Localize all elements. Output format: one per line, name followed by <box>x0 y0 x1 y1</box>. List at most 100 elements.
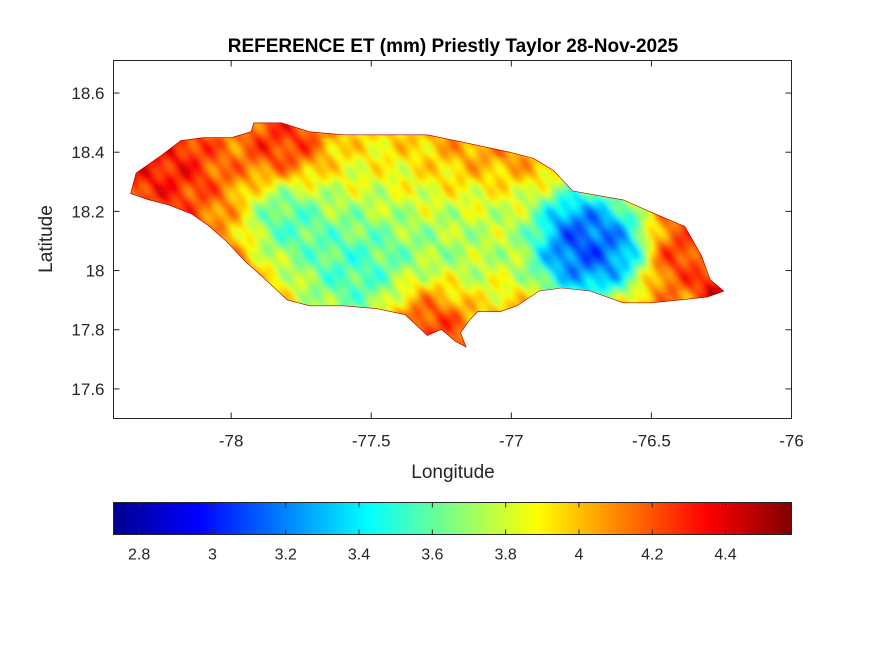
et-cell <box>213 137 217 141</box>
et-cell <box>330 208 335 212</box>
et-cell <box>267 240 271 244</box>
et-cell <box>256 204 261 209</box>
et-cell <box>149 172 153 177</box>
et-cell <box>351 187 355 191</box>
et-cell <box>330 176 335 180</box>
et-cell <box>270 240 274 244</box>
et-cell <box>240 133 244 138</box>
et-cell <box>273 247 278 251</box>
et-cell <box>236 240 241 244</box>
et-cell <box>243 180 248 184</box>
et-cell <box>290 219 295 223</box>
et-cell <box>304 290 308 294</box>
et-cell <box>199 172 204 177</box>
et-cell <box>236 172 241 177</box>
et-cell <box>293 211 298 216</box>
et-cell <box>193 140 197 145</box>
et-cell <box>287 286 291 291</box>
et-cell <box>347 165 352 170</box>
et-cell <box>341 215 345 220</box>
et-cell <box>354 144 358 149</box>
et-cell <box>304 197 308 202</box>
et-cell <box>273 126 278 131</box>
et-cell <box>344 140 348 145</box>
et-cell <box>337 247 342 251</box>
et-cell <box>334 272 338 276</box>
et-cell <box>344 197 348 202</box>
et-cell <box>344 148 348 152</box>
et-cell <box>220 226 224 230</box>
et-cell <box>280 144 285 149</box>
et-cell <box>324 258 328 262</box>
et-cell <box>267 261 271 266</box>
et-cell <box>344 201 348 205</box>
et-cell <box>277 268 281 273</box>
et-cell <box>337 279 342 283</box>
et-cell <box>263 172 268 177</box>
et-cell <box>176 158 180 163</box>
et-cell <box>260 258 264 262</box>
et-cell <box>277 275 281 280</box>
et-cell <box>277 172 281 177</box>
et-cell <box>260 137 264 141</box>
et-cell <box>320 133 325 138</box>
et-cell <box>357 148 362 152</box>
et-cell <box>213 211 217 216</box>
et-cell <box>250 261 254 266</box>
et-cell <box>199 215 204 220</box>
et-cell <box>327 140 332 145</box>
et-cell <box>357 236 362 241</box>
et-cell <box>320 180 325 184</box>
et-cell <box>280 219 285 223</box>
et-cell <box>314 169 318 173</box>
et-cell <box>206 208 211 212</box>
et-cell <box>290 247 295 251</box>
et-cell <box>304 133 308 138</box>
et-cell <box>250 158 254 163</box>
et-cell <box>324 140 328 145</box>
et-cell <box>344 133 348 138</box>
et-cell <box>364 233 369 237</box>
et-cell <box>297 130 301 134</box>
et-cell <box>280 151 285 156</box>
et-cell <box>341 236 345 241</box>
et-cell <box>226 151 231 156</box>
et-cell <box>314 194 318 198</box>
et-cell <box>364 236 369 241</box>
et-cell <box>337 144 342 149</box>
et-cell <box>364 208 369 212</box>
et-cell <box>273 272 278 276</box>
et-cell <box>300 169 305 173</box>
et-cell <box>361 133 365 138</box>
et-cell <box>290 251 295 255</box>
et-cell <box>206 144 211 149</box>
et-cell <box>367 297 372 301</box>
et-cell <box>260 211 264 216</box>
et-cell <box>320 247 325 251</box>
et-cell <box>220 158 224 163</box>
et-cell <box>213 219 217 223</box>
et-cell <box>203 172 207 177</box>
et-cell <box>263 258 268 262</box>
et-cell <box>283 229 288 234</box>
et-cell <box>203 162 207 166</box>
et-cell <box>290 183 295 188</box>
et-cell <box>293 258 298 262</box>
et-cell <box>240 176 244 180</box>
et-cell <box>341 180 345 184</box>
et-cell <box>246 187 251 191</box>
et-cell <box>364 187 369 191</box>
et-cell <box>159 190 163 195</box>
et-cell <box>253 133 258 138</box>
et-cell <box>246 211 251 216</box>
et-cell <box>139 172 143 177</box>
et-cell <box>317 148 322 152</box>
et-cell <box>135 183 140 188</box>
et-cell <box>209 140 214 145</box>
et-cell <box>310 137 315 141</box>
et-cell <box>361 219 365 223</box>
et-cell <box>149 162 153 166</box>
et-cell <box>260 151 264 156</box>
et-cell <box>246 137 251 141</box>
et-cell <box>246 176 251 180</box>
